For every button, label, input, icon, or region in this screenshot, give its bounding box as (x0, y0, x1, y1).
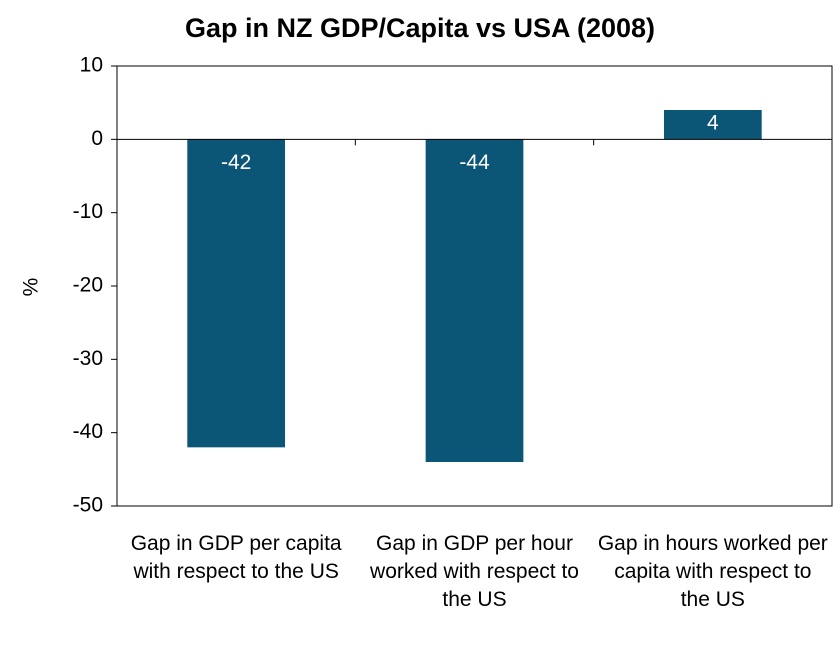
data-label: -44 (459, 151, 490, 174)
y-tick-label: -40 (73, 420, 103, 443)
data-label: 4 (707, 112, 719, 135)
y-tick-label: -30 (73, 347, 103, 370)
x-tick-label: Gap in GDP per capita with respect to th… (130, 532, 342, 583)
y-axis-label: % (20, 278, 43, 297)
data-label: -42 (221, 151, 251, 174)
x-tick-label: Gap in GDP per hour worked with respect … (370, 532, 579, 611)
chart-title: Gap in NZ GDP/Capita vs USA (2008) (185, 13, 655, 43)
y-tick-label: -50 (73, 494, 103, 517)
y-tick-label: -20 (73, 274, 103, 297)
x-tick-label: Gap in hours worked per capita with resp… (597, 532, 828, 611)
y-tick-label: 0 (91, 127, 103, 150)
y-tick-label: 10 (80, 54, 103, 77)
y-tick-label: -10 (73, 200, 103, 223)
bar (663, 110, 762, 140)
bar (187, 139, 286, 448)
bar (425, 139, 524, 463)
